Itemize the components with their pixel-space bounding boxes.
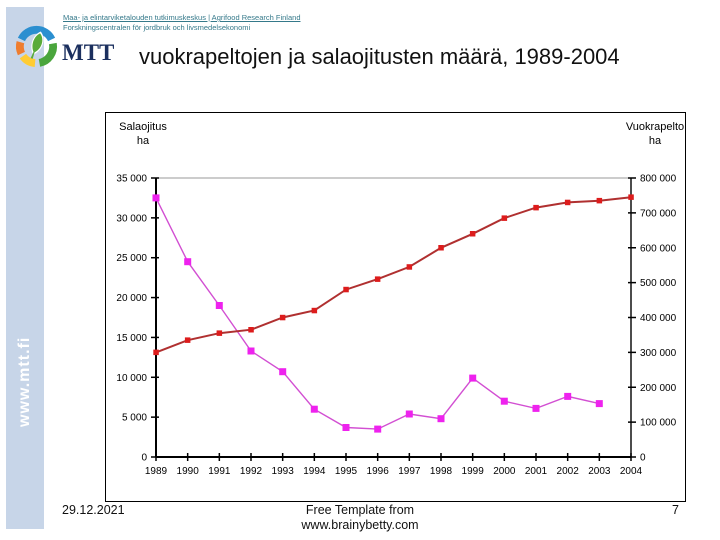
svg-text:400 000: 400 000: [640, 313, 677, 324]
svg-text:1994: 1994: [303, 466, 326, 477]
data-point-vuokrapelto-1994: [311, 307, 318, 314]
y-axis-right-labels: 0 100 000 200 000 300 000 400 000 500 000 600 …: [628, 174, 677, 464]
data-point-salaojitus-1995: [342, 424, 350, 431]
svg-text:300 000: 300 000: [640, 348, 677, 359]
series-vuokrapelto: [153, 194, 634, 356]
mtt-logo-icon: [16, 25, 58, 67]
axis-title-right: Vuokrapelto ha: [626, 121, 684, 147]
x-axis-labels: 1989 1990 1991 1992 1993 1994 1995 1996 1997 1998…: [145, 453, 643, 477]
data-point-salaojitus-1993: [279, 368, 287, 376]
mtt-logo-text: MTT: [62, 40, 115, 65]
svg-text:1998: 1998: [430, 466, 453, 477]
svg-text:1992: 1992: [240, 466, 263, 477]
data-point-vuokrapelto-2004: [628, 194, 634, 200]
svg-text:Vuokrapelto: Vuokrapelto: [626, 121, 684, 133]
footer-credit: Free Template from www.brainybetty.com: [0, 503, 720, 533]
data-point-vuokrapelto-1995: [343, 286, 349, 293]
org-name-swedish: Forskningscentralen för jordbruk och liv…: [63, 23, 251, 32]
svg-text:ha: ha: [137, 135, 150, 147]
svg-text:2004: 2004: [620, 466, 643, 477]
footer-date: 29.12.2021: [62, 503, 125, 517]
data-point-salaojitus-1990: [184, 258, 192, 266]
svg-text:1996: 1996: [367, 466, 390, 477]
data-point-vuokrapelto-1998: [438, 245, 444, 251]
svg-text:100 000: 100 000: [640, 418, 677, 429]
svg-text:10 000: 10 000: [116, 373, 147, 384]
data-point-vuokrapelto-2001: [533, 204, 539, 211]
svg-text:25 000: 25 000: [116, 253, 147, 264]
page-number: 7: [672, 503, 679, 517]
dual-axis-line-chart: 0 5 000 10 000 15 000 20 000 25 000 30 000 35 0…: [116, 121, 684, 477]
svg-text:0: 0: [141, 453, 147, 464]
data-point-salaojitus-2003: [595, 400, 603, 408]
mtt-logo: MTT: [13, 23, 114, 70]
svg-text:0: 0: [640, 453, 646, 464]
data-point-salaojitus-2001: [532, 404, 540, 412]
data-point-vuokrapelto-1992: [248, 327, 254, 333]
data-point-salaojitus-1991: [215, 302, 223, 309]
svg-text:1999: 1999: [462, 466, 485, 477]
data-point-vuokrapelto-1997: [406, 264, 413, 270]
slide-title: vuokrapeltojen ja salaojitusten määrä, 1…: [139, 44, 620, 69]
data-point-vuokrapelto-1999: [469, 231, 476, 237]
org-name-finnish: Maa- ja elintarviketalouden tutkimuskesk…: [63, 13, 301, 22]
data-point-vuokrapelto-2002: [564, 199, 571, 206]
data-point-salaojitus-2000: [500, 397, 508, 405]
y-axis-left-labels: 0 5 000 10 000 15 000 20 000 25 000 30 000 35 0…: [116, 174, 159, 464]
svg-text:2000: 2000: [493, 466, 516, 477]
data-point-salaojitus-1997: [405, 410, 413, 418]
data-point-vuokrapelto-1993: [279, 314, 286, 321]
svg-text:1995: 1995: [335, 466, 358, 477]
svg-text:5 000: 5 000: [122, 413, 147, 424]
sidebar-bar: [6, 7, 44, 529]
data-point-salaojitus-1998: [437, 415, 445, 423]
data-point-vuokrapelto-1996: [374, 276, 381, 282]
data-point-vuokrapelto-2000: [501, 215, 508, 221]
svg-text:ha: ha: [649, 135, 662, 147]
data-point-salaojitus-2002: [564, 392, 572, 400]
data-point-salaojitus-1989: [152, 194, 160, 202]
svg-text:15 000: 15 000: [116, 333, 147, 344]
svg-text:200 000: 200 000: [640, 383, 677, 394]
svg-text:700 000: 700 000: [640, 208, 677, 219]
svg-text:Salaojitus: Salaojitus: [119, 121, 167, 133]
data-point-salaojitus-1996: [374, 425, 382, 433]
series-salaojitus: [152, 194, 603, 433]
footer-credit-line1: Free Template from: [305, 503, 415, 517]
svg-text:800 000: 800 000: [640, 174, 677, 185]
axis-title-left: Salaojitus ha: [119, 121, 167, 147]
data-point-salaojitus-1999: [469, 374, 477, 382]
chart-area: 0 5 000 10 000 15 000 20 000 25 000 30 000 35 0…: [105, 112, 686, 502]
svg-text:1997: 1997: [398, 466, 421, 477]
data-point-vuokrapelto-1991: [216, 330, 223, 336]
data-point-salaojitus-1992: [247, 347, 255, 355]
svg-text:600 000: 600 000: [640, 243, 677, 254]
data-point-vuokrapelto-1990: [184, 337, 191, 343]
svg-text:500 000: 500 000: [640, 278, 677, 289]
svg-text:1991: 1991: [208, 466, 231, 477]
svg-text:2001: 2001: [525, 466, 548, 477]
org-header: Maa- ja elintarviketalouden tutkimuskesk…: [63, 13, 300, 33]
svg-text:2003: 2003: [588, 466, 611, 477]
leaf-icon: [30, 31, 44, 59]
svg-text:1993: 1993: [272, 466, 295, 477]
svg-text:2002: 2002: [557, 466, 580, 477]
data-point-salaojitus-1994: [310, 405, 318, 413]
svg-text:1989: 1989: [145, 466, 168, 477]
svg-text:35 000: 35 000: [116, 174, 147, 185]
footer-credit-line2: www.brainybetty.com: [301, 518, 419, 532]
svg-text:30 000: 30 000: [116, 213, 147, 224]
sidebar-url-text: www.mtt.fi: [16, 336, 33, 428]
svg-text:20 000: 20 000: [116, 293, 147, 304]
svg-text:1990: 1990: [177, 466, 200, 477]
data-point-vuokrapelto-1989: [153, 349, 159, 356]
data-point-vuokrapelto-2003: [596, 197, 603, 204]
